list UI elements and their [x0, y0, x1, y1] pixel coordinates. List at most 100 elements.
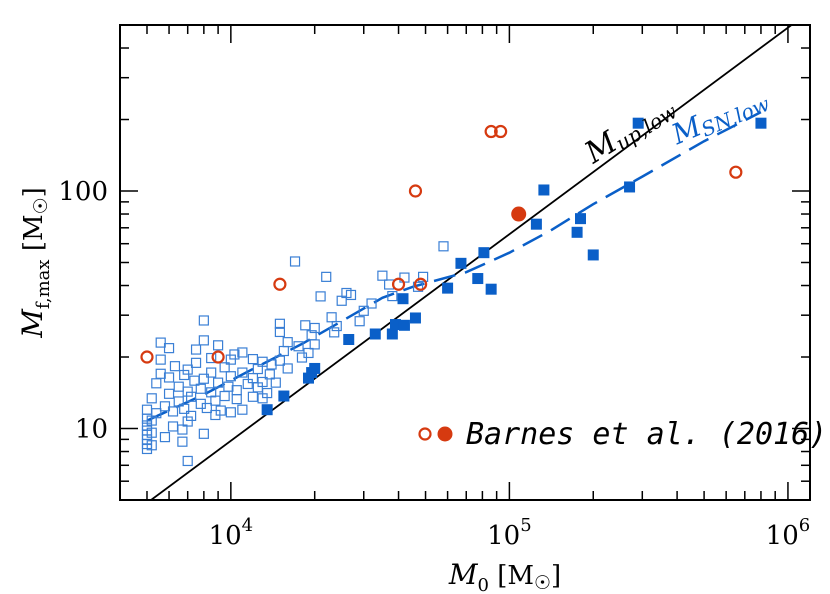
- open-square-marker: [190, 357, 202, 368]
- open-circle-marker: [414, 277, 428, 291]
- open-square-marker: [300, 320, 311, 331]
- open-square-marker: [173, 381, 184, 392]
- open-square-marker: [225, 407, 236, 418]
- open-circle-marker: [494, 124, 508, 139]
- open-circle-marker: [484, 124, 498, 139]
- open-circle-marker: [391, 277, 406, 291]
- open-circle-marker: [729, 165, 743, 179]
- open-square-marker: [377, 270, 388, 281]
- open-square-marker: [247, 373, 259, 384]
- open-square-marker: [215, 405, 226, 416]
- open-square-marker: [146, 427, 157, 438]
- open-square-marker: [387, 290, 398, 302]
- axis-labels: 104 105 106 10 100 M0 [M☉] Mf,max [M☉]: [16, 177, 810, 594]
- filled-square-marker: [485, 283, 497, 295]
- open-square-marker: [182, 455, 193, 467]
- filled-square-marker: [478, 247, 490, 259]
- open-square-marker: [159, 401, 171, 412]
- open-square-marker: [198, 373, 209, 384]
- filled-square-marker: [624, 181, 636, 193]
- filled-square-marker: [343, 334, 355, 346]
- open-square-marker: [182, 364, 193, 375]
- open-square-marker: [219, 362, 230, 373]
- open-square-marker: [182, 386, 193, 397]
- x-axis-label: M0 [M☉]: [448, 558, 561, 594]
- open-square-marker: [182, 416, 193, 427]
- filled-square-marker: [389, 319, 401, 331]
- open-square-marker: [223, 381, 234, 392]
- open-square-marker: [309, 322, 320, 334]
- filled-square-marker: [530, 218, 542, 230]
- open-square-marker: [438, 241, 449, 252]
- open-square-marker: [146, 393, 157, 404]
- open-square-marker: [282, 337, 293, 348]
- legend-open-circle: [418, 427, 432, 441]
- filled-square-marker: [538, 184, 550, 196]
- open-square-marker: [206, 367, 217, 378]
- open-square-marker: [358, 305, 369, 316]
- label-m-sn-low: MSN,low: [666, 81, 773, 153]
- open-square-marker: [237, 404, 248, 415]
- open-square-marker: [198, 428, 209, 439]
- open-square-marker: [201, 402, 212, 414]
- open-square-marker: [190, 344, 202, 355]
- open-square-marker: [177, 436, 188, 447]
- filled-square-marker: [397, 293, 409, 305]
- filled-square-marker: [409, 312, 421, 324]
- open-square-marker: [206, 352, 217, 364]
- open-square-marker: [179, 369, 190, 381]
- filled-square-marker: [455, 257, 467, 269]
- plot-area: [140, 25, 794, 500]
- filled-square-marker: [571, 226, 583, 238]
- open-square-marker: [146, 440, 157, 451]
- open-square-marker: [345, 289, 357, 301]
- y-tick-label: 100: [58, 177, 108, 207]
- open-square-marker: [309, 339, 320, 350]
- x-tick-label: 104: [209, 515, 254, 551]
- open-square-marker: [237, 347, 248, 358]
- open-circle-marker: [273, 277, 287, 291]
- open-square-marker: [159, 432, 171, 443]
- filled-square-marker: [309, 362, 321, 374]
- open-square-marker: [195, 383, 206, 394]
- open-square-marker: [141, 404, 153, 415]
- open-circle-marker: [211, 350, 225, 364]
- open-square-marker: [242, 378, 253, 390]
- filled-square-marker: [755, 117, 767, 129]
- filled-square-marker: [261, 404, 273, 416]
- open-square-marker: [262, 387, 273, 399]
- open-square-marker: [167, 421, 179, 432]
- open-square-marker: [289, 256, 301, 267]
- filled-square-marker: [587, 249, 599, 261]
- filled-square-marker: [386, 328, 398, 340]
- open-square-marker: [155, 368, 166, 379]
- open-square-marker: [326, 312, 337, 323]
- filled-square-marker: [398, 319, 410, 331]
- open-square-marker: [229, 349, 240, 360]
- filled-square-marker: [442, 282, 454, 294]
- open-square-marker: [274, 355, 285, 366]
- open-square-marker: [257, 376, 268, 388]
- open-square-marker: [293, 341, 304, 352]
- filled-square-marker: [632, 117, 644, 129]
- x-tick-label: 106: [766, 515, 811, 551]
- filled-square-marker: [472, 273, 484, 285]
- open-square-marker: [231, 385, 242, 396]
- open-square-marker: [169, 361, 181, 372]
- open-square-marker: [219, 390, 230, 402]
- y-tick-label: 10: [75, 415, 108, 445]
- open-square-marker: [303, 347, 314, 359]
- open-square-marker: [179, 403, 190, 414]
- open-square-marker: [366, 298, 377, 309]
- open-square-marker: [315, 291, 326, 302]
- filled-square-marker: [369, 328, 381, 340]
- filled-square-marker: [278, 390, 290, 402]
- open-square-marker: [225, 371, 236, 382]
- open-square-marker: [210, 395, 221, 406]
- filled-circle-marker: [511, 206, 527, 222]
- open-square-marker: [270, 377, 281, 388]
- open-square-marker: [186, 410, 197, 421]
- open-square-marker: [329, 327, 340, 338]
- open-square-marker: [213, 340, 224, 351]
- open-square-marker: [266, 359, 277, 370]
